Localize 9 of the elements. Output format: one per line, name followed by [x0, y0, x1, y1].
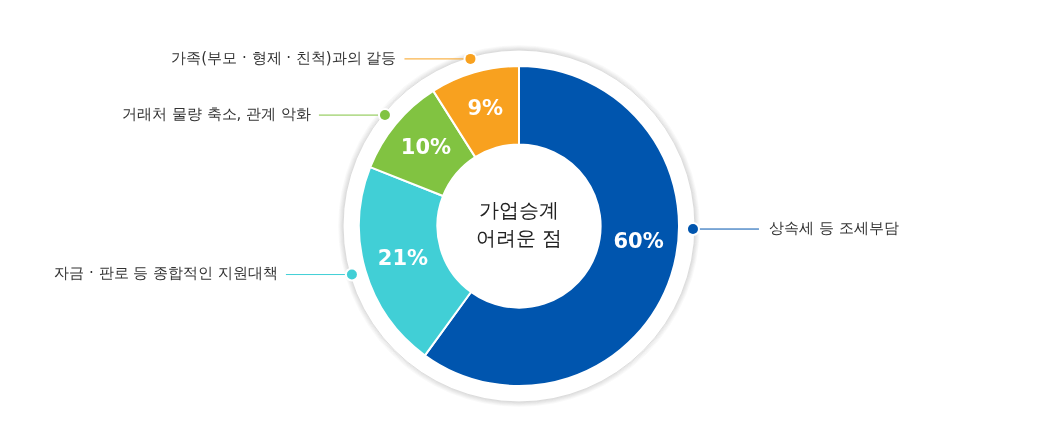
slice-label: 가족(부모 · 형제 · 친척)과의 갈등 [171, 48, 397, 67]
slice-label: 자금 · 판로 등 종합적인 지원대책 [54, 264, 278, 283]
data-label: 60% [613, 229, 664, 254]
data-label: 9% [467, 96, 504, 121]
text: 가업승계 어려운 점 [475, 198, 563, 251]
slice-label: 거래처 물량 축소, 관계 악화 [122, 104, 311, 123]
data-label: 21% [377, 246, 429, 271]
slice-label: 상속세 등 조세부담 [768, 218, 899, 237]
data-label: 10% [400, 135, 452, 160]
